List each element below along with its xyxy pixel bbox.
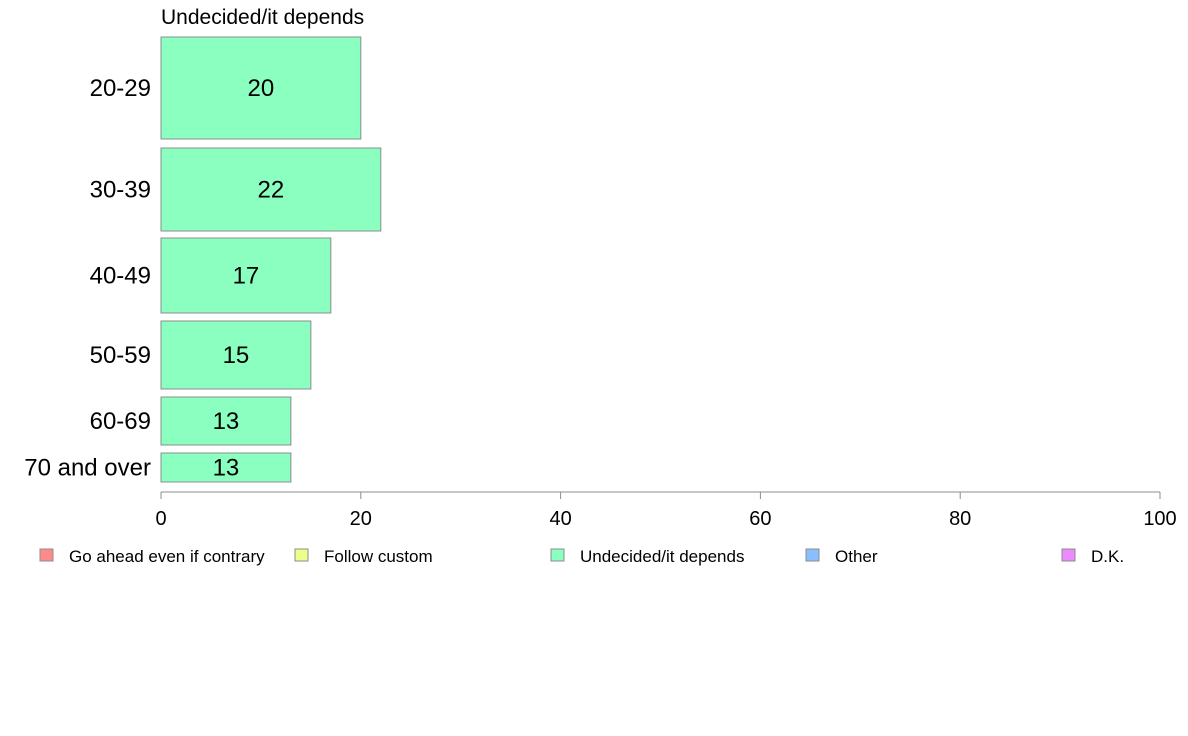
bar-value-label: 13 (213, 455, 240, 482)
bars-group: 20 20-29 22 30-39 17 40-49 15 50-59 13 60-69 13 70 … (24, 36, 382, 483)
category-label: 50-59 (90, 342, 151, 369)
x-tick-label: 80 (949, 508, 971, 530)
chart-title: Undecided/it depends (161, 6, 364, 29)
x-tick-label: 20 (350, 508, 372, 530)
x-axis: 0 20 40 60 80 100 (155, 491, 1177, 530)
legend: Go ahead even if contrary Follow custom Un… (39, 547, 1124, 566)
category-label: 30-39 (90, 177, 151, 204)
category-label: 20-29 (90, 75, 151, 102)
bar-value-label: 13 (213, 408, 240, 435)
legend-label: D.K. (1091, 547, 1124, 566)
legend-swatch (1061, 548, 1076, 562)
bar-40-49 (160, 237, 332, 314)
category-label: 70 and over (24, 455, 151, 482)
legend-swatch (550, 548, 565, 562)
x-tick-label: 40 (549, 508, 571, 530)
bar-value-label: 15 (223, 342, 250, 369)
bar-value-label: 22 (258, 177, 285, 204)
legend-label: Follow custom (324, 547, 433, 566)
bar-value-label: 20 (248, 75, 275, 102)
x-tick-label: 0 (155, 508, 166, 530)
legend-label: Undecided/it depends (580, 547, 744, 566)
bar-20-29 (160, 36, 362, 140)
x-tick-label: 60 (749, 508, 771, 530)
bar-50-59 (160, 320, 312, 390)
bar-70-and-over (160, 452, 292, 483)
legend-label: Go ahead even if contrary (69, 547, 265, 566)
bar-30-39 (160, 147, 382, 232)
category-label: 60-69 (90, 408, 151, 435)
category-label: 40-49 (90, 263, 151, 290)
legend-swatch (805, 548, 820, 562)
bar-value-label: 17 (233, 263, 260, 290)
legend-swatch (294, 548, 309, 562)
legend-swatch (39, 548, 54, 562)
bar-60-69 (160, 396, 292, 446)
x-tick-label: 100 (1143, 508, 1176, 530)
legend-label: Other (835, 547, 878, 566)
